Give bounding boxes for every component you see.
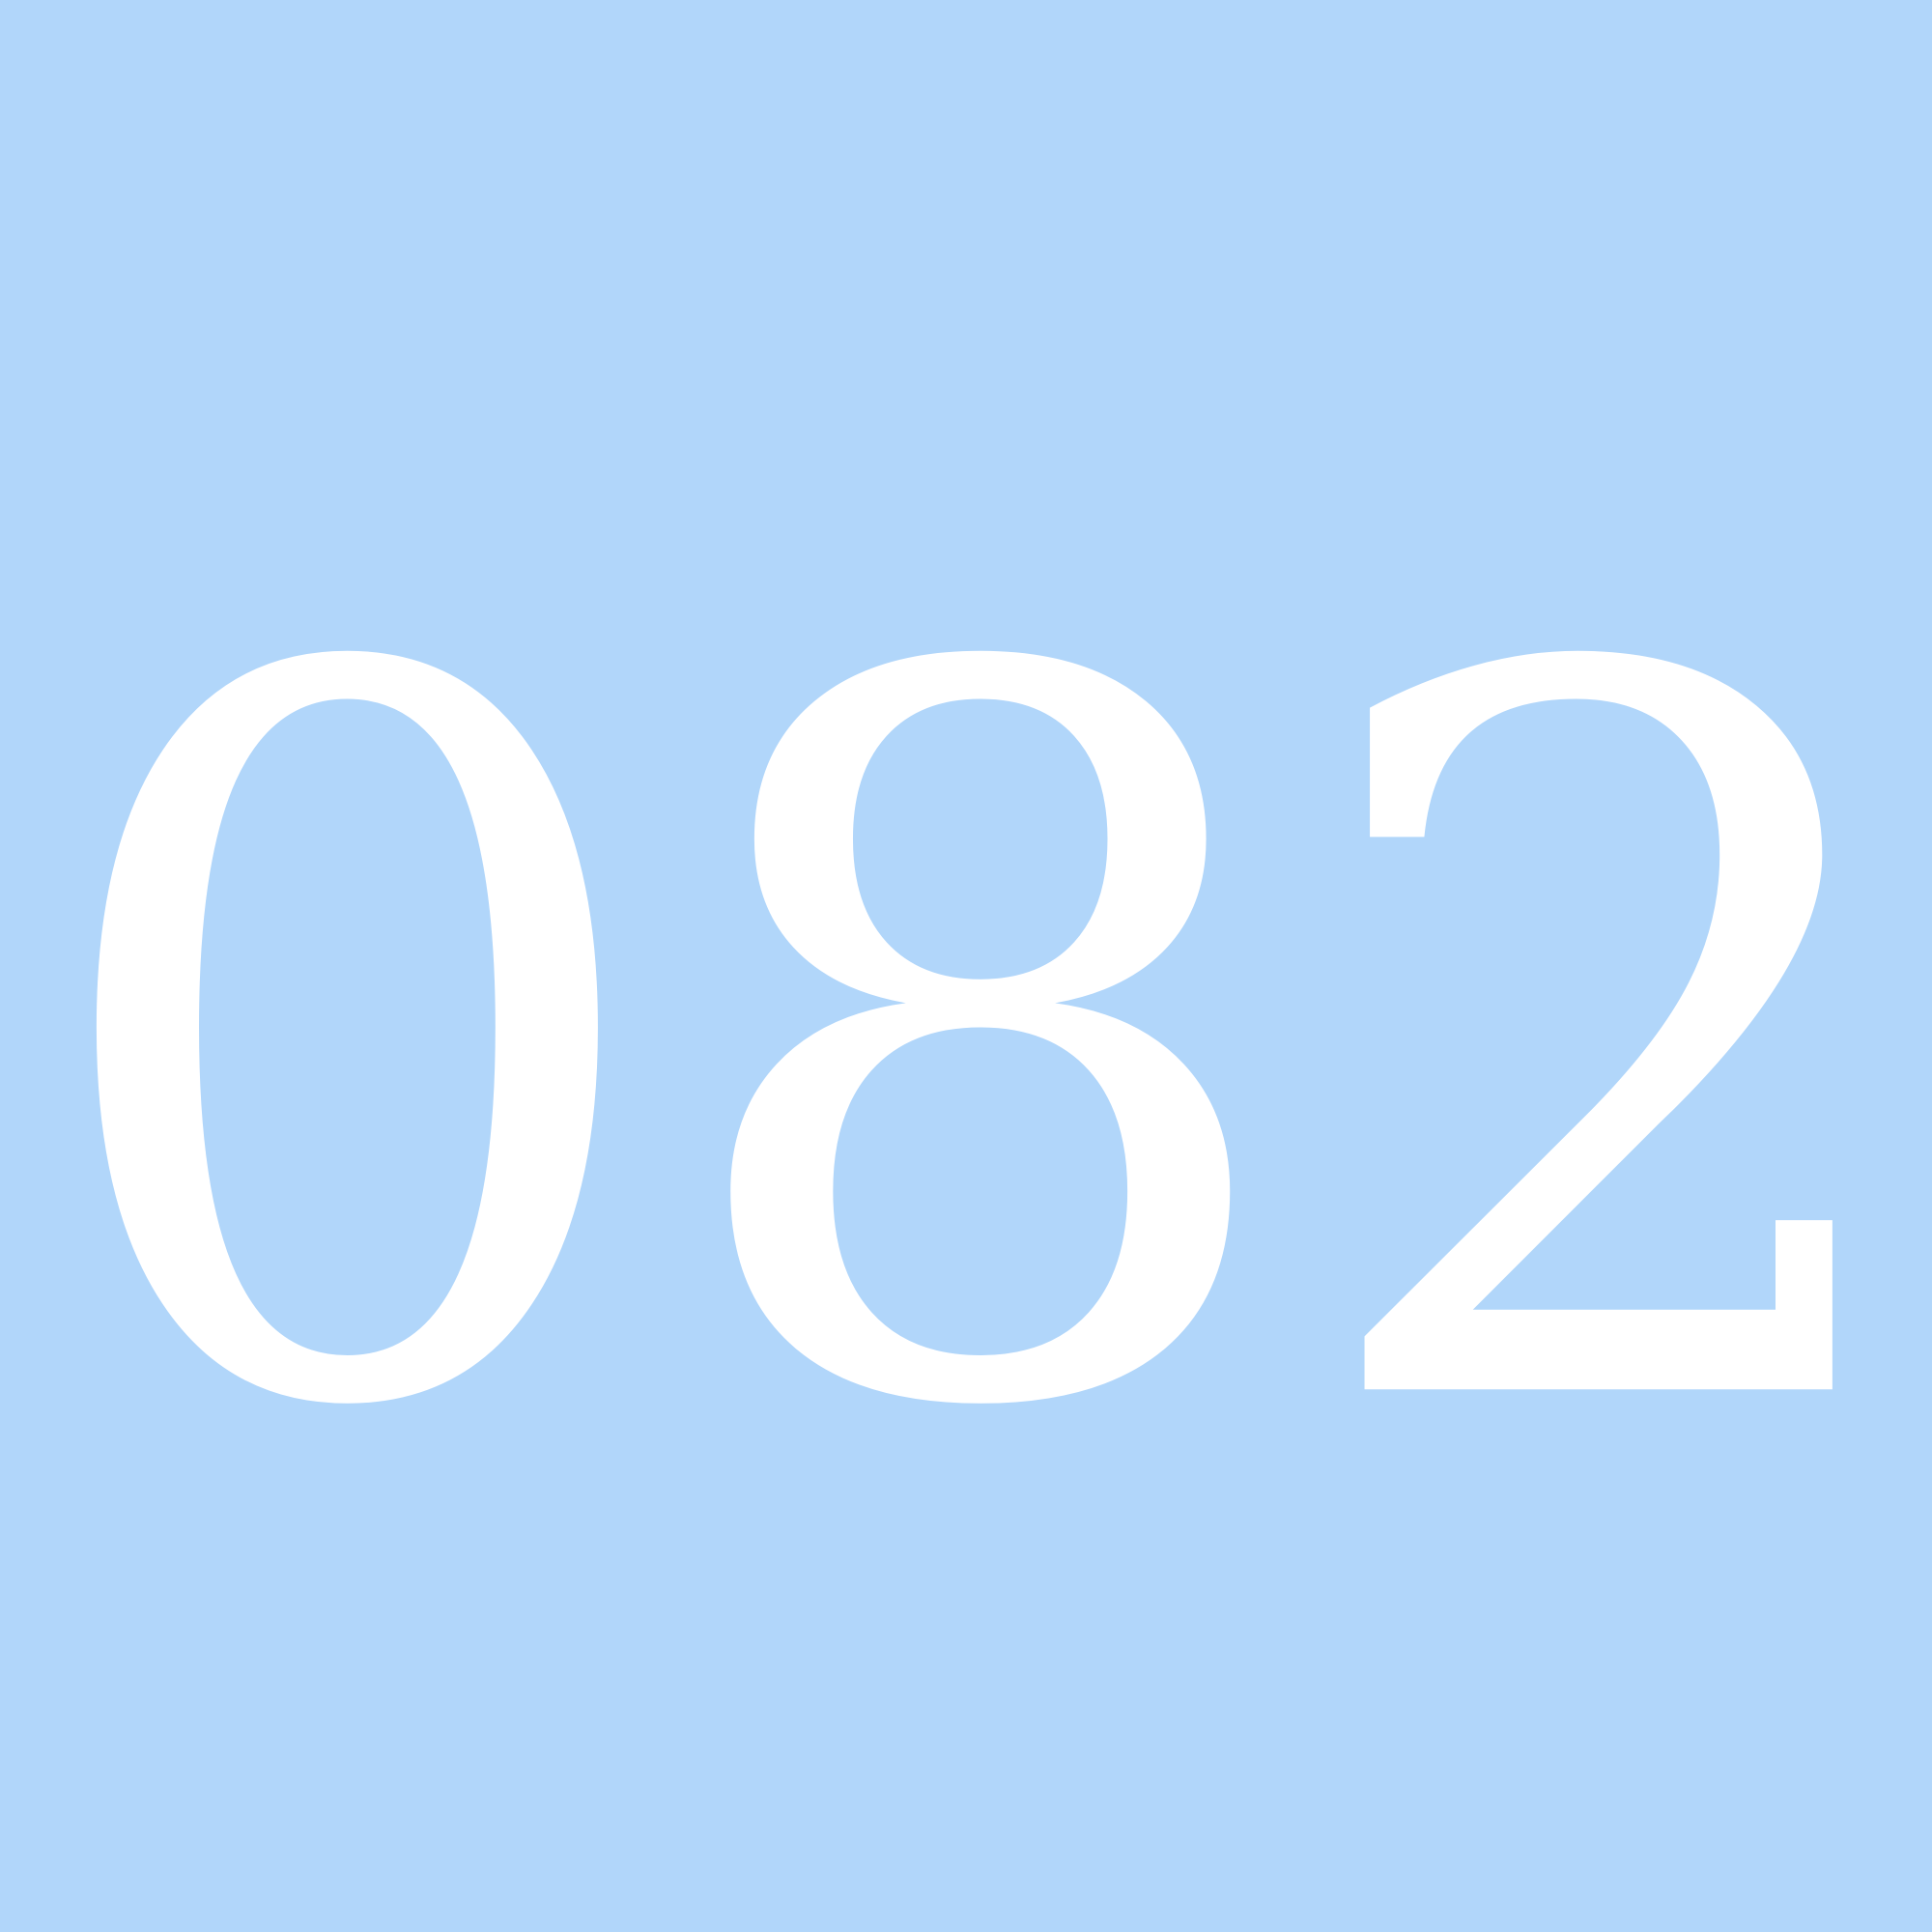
number-display: 082 — [31, 466, 1930, 1625]
